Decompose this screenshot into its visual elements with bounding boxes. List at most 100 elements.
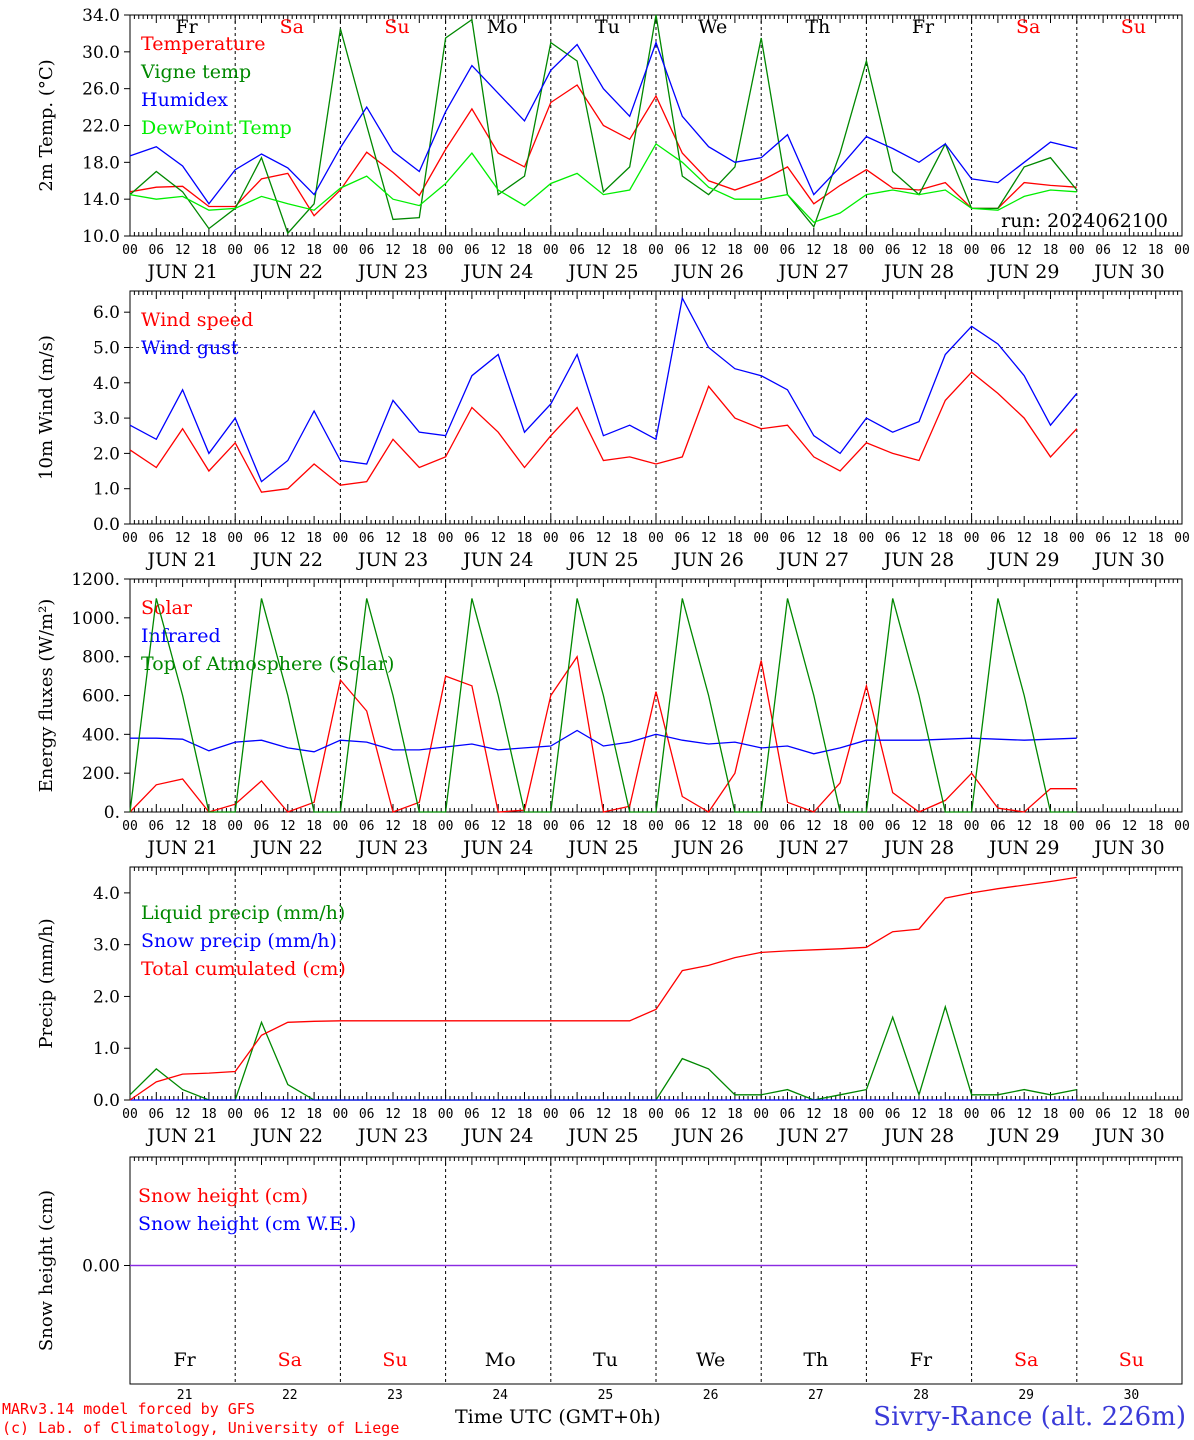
hour-label: 00: [333, 243, 349, 258]
hour-label: 18: [201, 243, 217, 258]
hour-label: 06: [674, 819, 690, 834]
hour-label: 06: [359, 243, 375, 258]
y-tick-label: 34.0: [82, 6, 120, 26]
panel-3: 0. 200. 400. 600. 800. 1000. 1200. Energy fluxe…: [36, 570, 1190, 859]
y-tick-label: 0.00: [82, 1257, 120, 1277]
hour-label: 12: [911, 531, 927, 546]
hour-label: 00: [122, 819, 138, 834]
series-line-solar: [129, 654, 1077, 813]
hour-label: 06: [254, 1107, 270, 1122]
hour-label: 18: [517, 531, 533, 546]
hour-label: 18: [517, 819, 533, 834]
y-tick-label: 2.0: [93, 987, 120, 1007]
hour-label: 18: [727, 1107, 743, 1122]
hour-label: 06: [885, 243, 901, 258]
hour-label: 18: [937, 1107, 953, 1122]
hour-label: 00: [859, 243, 875, 258]
run-label: run: 2024062100: [1001, 210, 1168, 232]
hour-label: 00: [648, 819, 664, 834]
hour-label: 18: [622, 819, 638, 834]
day-label: JUN 25: [566, 549, 638, 571]
hour-label: 00: [333, 531, 349, 546]
hour-label: 00: [964, 243, 980, 258]
day-label: JUN 27: [777, 549, 849, 571]
hour-label: 18: [937, 243, 953, 258]
y-tick-label: 3.0: [93, 936, 120, 956]
day-label: JUN 25: [566, 837, 638, 859]
y-axis-label: Precip (mm/h): [36, 918, 57, 1048]
hour-label: 18: [1148, 531, 1164, 546]
day-number-label: 27: [808, 1388, 824, 1403]
legend-entry: Liquid precip (mm/h): [141, 902, 345, 924]
series-line-humidex: [129, 40, 1077, 205]
hour-label: 06: [148, 819, 164, 834]
hour-label: 12: [385, 819, 401, 834]
hour-label: 18: [1148, 243, 1164, 258]
day-label: JUN 22: [251, 837, 323, 859]
hour-label: 12: [175, 531, 191, 546]
hour-label: 00: [122, 531, 138, 546]
weekday-label: Th: [803, 1349, 828, 1371]
hour-label: 12: [490, 531, 506, 546]
hour-label: 00: [438, 243, 454, 258]
series-line-temperature: [129, 84, 1077, 217]
hour-label: 00: [333, 819, 349, 834]
hour-label: 18: [622, 243, 638, 258]
y-tick-label: 6.0: [93, 303, 120, 323]
hour-label: 12: [385, 531, 401, 546]
y-tick-label: 18.0: [82, 153, 120, 173]
hour-label: 00: [333, 1107, 349, 1122]
hour-label: 00: [438, 531, 454, 546]
hour-label: 00: [543, 531, 559, 546]
weekday-label: Tu: [593, 1349, 618, 1371]
weekday-label: Mo: [487, 16, 518, 38]
weekday-label: Su: [384, 16, 409, 38]
hour-label: 12: [701, 531, 717, 546]
weekday-label: We: [696, 1349, 725, 1371]
hour-label: 06: [885, 531, 901, 546]
hour-label: 00: [753, 819, 769, 834]
y-tick-label: 4.0: [93, 374, 120, 394]
y-tick-label: 1.0: [93, 1039, 120, 1059]
hour-label: 06: [990, 243, 1006, 258]
hour-label: 00: [648, 531, 664, 546]
hour-label: 18: [937, 531, 953, 546]
hour-label: 12: [490, 1107, 506, 1122]
hour-label: 00: [1174, 243, 1190, 258]
hour-label: 12: [490, 243, 506, 258]
weekday-label: Sa: [1016, 16, 1040, 38]
legend-entry: Wind speed: [141, 309, 253, 331]
hour-label: 00: [648, 243, 664, 258]
hour-label: 12: [806, 1107, 822, 1122]
hour-label: 12: [385, 243, 401, 258]
hour-label: 06: [1095, 819, 1111, 834]
day-number-label: 22: [282, 1388, 298, 1403]
weekday-label: Su: [1121, 16, 1146, 38]
hour-label: 18: [832, 819, 848, 834]
hour-label: 12: [701, 1107, 717, 1122]
weekday-label: Su: [1119, 1349, 1144, 1371]
hour-label: 18: [832, 243, 848, 258]
y-tick-label: 26.0: [82, 80, 120, 100]
hour-label: 00: [227, 1107, 243, 1122]
hour-label: 18: [832, 1107, 848, 1122]
hour-label: 06: [885, 819, 901, 834]
hour-label: 06: [780, 243, 796, 258]
y-tick-label: 1200.: [71, 570, 120, 590]
panel-2: 0.0 1.0 2.0 3.0 4.0 5.0 6.0 10m Wind (m/s) Wind …: [36, 290, 1190, 571]
hour-label: 06: [569, 1107, 585, 1122]
legend-entry: DewPoint Temp: [141, 117, 292, 139]
legend-entry: Humidex: [141, 89, 228, 111]
day-number-label: 26: [703, 1388, 719, 1403]
day-label: JUN 29: [987, 261, 1059, 283]
hour-label: 12: [1016, 531, 1032, 546]
hour-label: 06: [674, 531, 690, 546]
day-label: JUN 23: [356, 837, 428, 859]
weekday-label: Fr: [173, 1349, 196, 1371]
day-label: JUN 29: [987, 837, 1059, 859]
hour-label: 18: [622, 1107, 638, 1122]
day-label: JUN 26: [671, 1125, 743, 1147]
day-label: JUN 24: [461, 261, 533, 283]
hour-label: 00: [438, 819, 454, 834]
hour-label: 00: [859, 531, 875, 546]
